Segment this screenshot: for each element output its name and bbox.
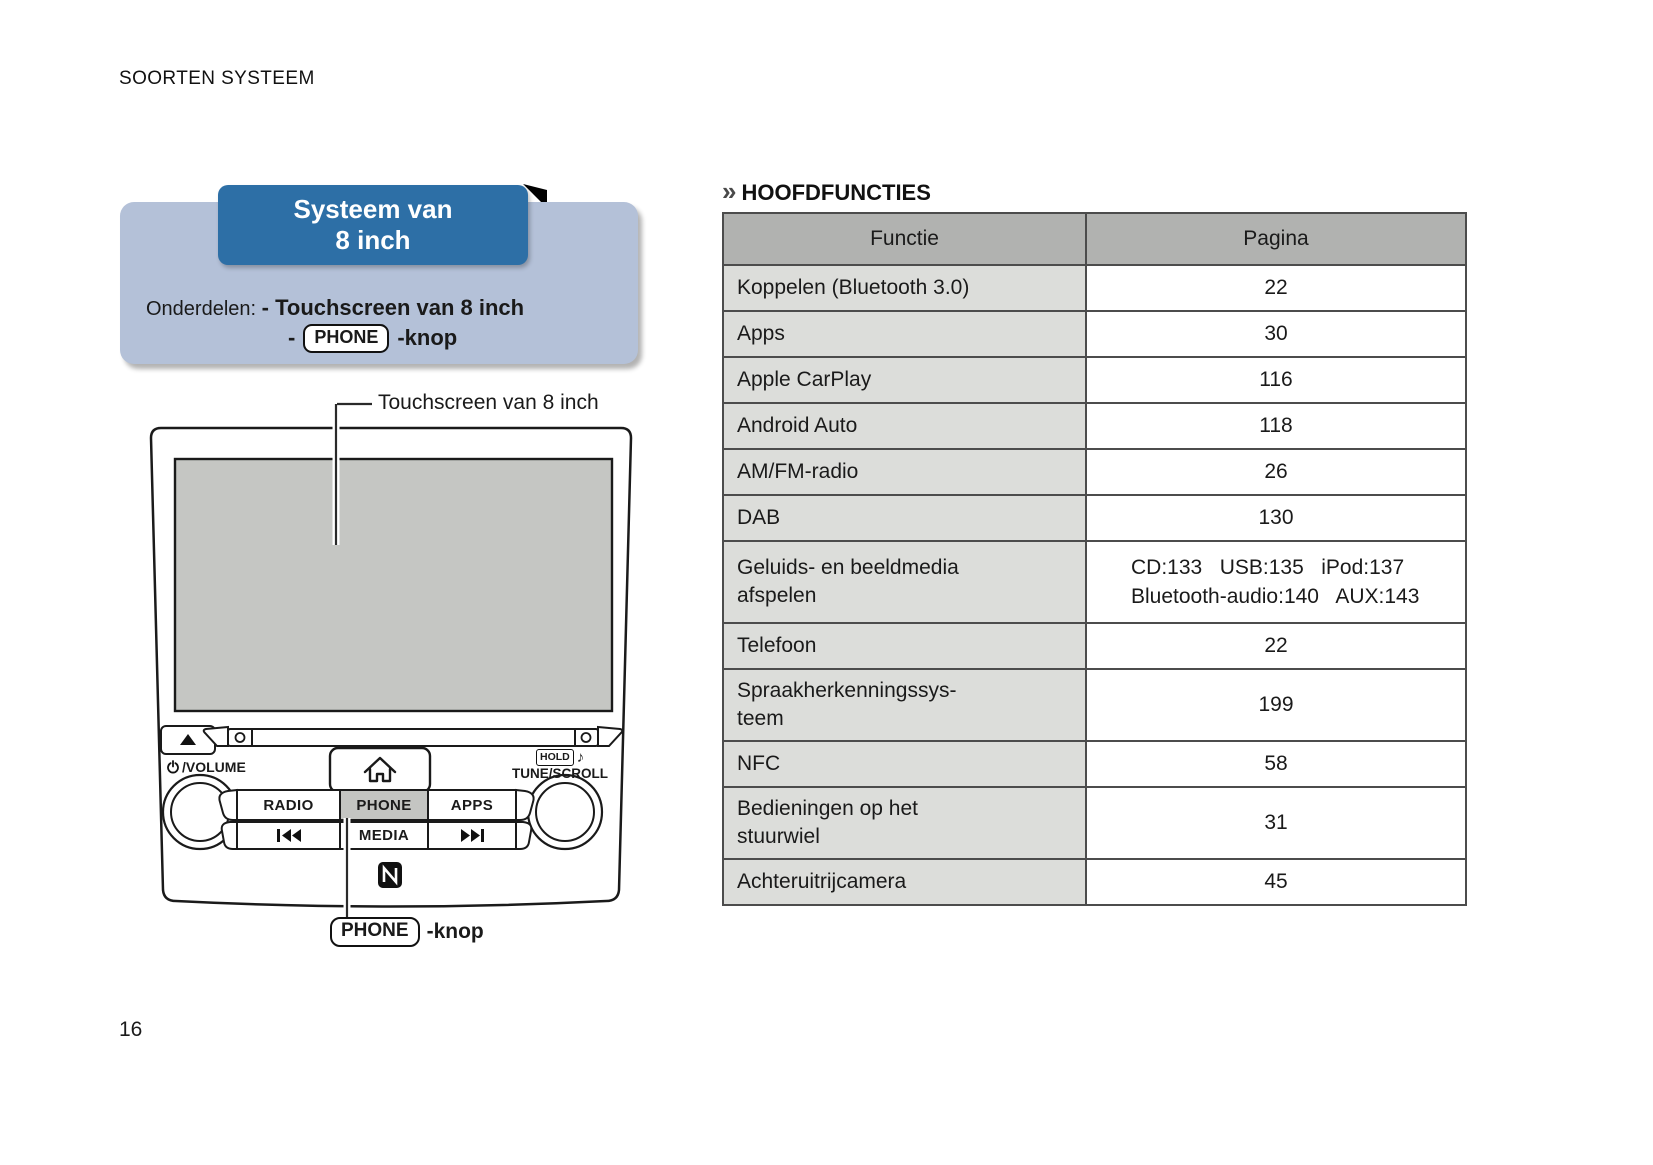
functie-cell: Telefoon bbox=[722, 622, 1087, 670]
functie-cell: NFC bbox=[722, 740, 1087, 788]
touchscreen bbox=[173, 457, 614, 713]
functie-cell: Bedieningen op het stuurwiel bbox=[722, 786, 1087, 860]
table-header-row: Functie Pagina bbox=[722, 212, 1467, 266]
button-row-bottom bbox=[220, 821, 533, 850]
functions-heading: » HOOFDFUNCTIES bbox=[722, 178, 931, 206]
volume-label-text: /VOLUME bbox=[182, 759, 246, 775]
table-row: Bedieningen op het stuurwiel 31 bbox=[722, 786, 1467, 860]
volume-knob bbox=[161, 773, 239, 851]
pagina-cell: 45 bbox=[1085, 858, 1467, 906]
system-title-line1: Systeem van bbox=[293, 193, 453, 224]
functie-cell: Apple CarPlay bbox=[722, 356, 1087, 404]
table-row: Apps 30 bbox=[722, 310, 1467, 358]
double-chevron-icon: » bbox=[722, 176, 737, 206]
column-header-pagina: Pagina bbox=[1085, 212, 1467, 266]
table-row: Achteruitrijcamera 45 bbox=[722, 858, 1467, 906]
functions-table: Functie Pagina Koppelen (Bluetooth 3.0) … bbox=[722, 212, 1467, 906]
phone-callout-suffix: -knop bbox=[426, 919, 484, 943]
disc-slot bbox=[202, 725, 624, 747]
table-row: Android Auto 118 bbox=[722, 402, 1467, 450]
functie-cell: Android Auto bbox=[722, 402, 1087, 450]
phone-callout-label: PHONE -knop bbox=[330, 917, 484, 947]
pagina-cell: 26 bbox=[1085, 448, 1467, 496]
nfc-logo-icon bbox=[378, 862, 402, 888]
table-row: Apple CarPlay 116 bbox=[722, 356, 1467, 404]
home-button bbox=[328, 746, 432, 794]
next-track-icon bbox=[461, 829, 484, 842]
functie-cell: Apps bbox=[722, 310, 1087, 358]
component-phone-dash: - bbox=[288, 325, 296, 351]
pagina-cell: 31 bbox=[1085, 786, 1467, 860]
system-title-box: Systeem van 8 inch bbox=[218, 185, 528, 265]
functie-cell: AM/FM-radio bbox=[722, 448, 1087, 496]
functions-heading-text: HOOFDFUNCTIES bbox=[741, 180, 931, 205]
touchscreen-callout-label: Touchscreen van 8 inch bbox=[378, 391, 599, 414]
component-phone-suffix: -knop bbox=[397, 325, 458, 351]
phone-key-badge: PHONE bbox=[303, 324, 390, 353]
pagina-cell: 116 bbox=[1085, 356, 1467, 404]
home-icon bbox=[363, 756, 397, 783]
media-button-label: MEDIA bbox=[358, 827, 410, 844]
pagina-cell: 58 bbox=[1085, 740, 1467, 788]
hold-indicator: HOLD ♪ bbox=[536, 749, 584, 766]
functie-cell: Koppelen (Bluetooth 3.0) bbox=[722, 264, 1087, 312]
table-row: Telefoon 22 bbox=[722, 622, 1467, 670]
phone-button-label: PHONE bbox=[356, 796, 412, 814]
table-row: Geluids- en beeldmedia afspelen CD:133 U… bbox=[722, 540, 1467, 624]
system-title-line2: 8 inch bbox=[335, 225, 411, 255]
eject-button bbox=[160, 725, 216, 755]
phone-button-shape bbox=[340, 790, 428, 820]
power-icon bbox=[167, 760, 179, 774]
device-illustration bbox=[149, 402, 633, 921]
functie-cell: Spraakherkenningssys- teem bbox=[722, 668, 1087, 742]
eject-icon bbox=[180, 734, 196, 745]
music-note-icon: ♪ bbox=[576, 749, 585, 766]
pagina-cell: 118 bbox=[1085, 402, 1467, 450]
functie-cell: Achteruitrijcamera bbox=[722, 858, 1087, 906]
phone-callout-badge: PHONE bbox=[330, 917, 420, 947]
table-row: AM/FM-radio 26 bbox=[722, 448, 1467, 496]
button-row-top bbox=[218, 788, 535, 821]
pagina-cell: 22 bbox=[1085, 264, 1467, 312]
component-touchscreen: - Touchscreen van 8 inch bbox=[261, 295, 525, 320]
functie-cell: DAB bbox=[722, 494, 1087, 542]
previous-track-icon bbox=[277, 829, 301, 842]
tune-scroll-label: TUNE/SCROLL bbox=[512, 766, 608, 781]
components-line: Onderdelen: - Touchscreen van 8 inch bbox=[146, 295, 524, 321]
table-row: Spraakherkenningssys- teem 199 bbox=[722, 668, 1467, 742]
page-number: 16 bbox=[119, 1018, 143, 1041]
component-phone-line: - PHONE -knop bbox=[288, 324, 457, 353]
hold-badge: HOLD bbox=[536, 749, 574, 766]
apps-button-label: APPS bbox=[450, 796, 494, 814]
pagina-cell: CD:133 USB:135 iPod:137 Bluetooth-audio:… bbox=[1085, 540, 1467, 624]
table-row: NFC 58 bbox=[722, 740, 1467, 788]
pagina-cell: 199 bbox=[1085, 668, 1467, 742]
volume-knob-label: /VOLUME bbox=[166, 759, 246, 775]
radio-button-label: RADIO bbox=[263, 796, 314, 814]
page-title: SOORTEN SYSTEEM bbox=[119, 68, 315, 89]
pagina-cell: 30 bbox=[1085, 310, 1467, 358]
table-row: DAB 130 bbox=[722, 494, 1467, 542]
tune-scroll-knob bbox=[526, 773, 604, 851]
functie-cell: Geluids- en beeldmedia afspelen bbox=[722, 540, 1087, 624]
pagina-cell: 22 bbox=[1085, 622, 1467, 670]
components-label: Onderdelen: bbox=[146, 298, 257, 320]
column-header-functie: Functie bbox=[722, 212, 1087, 266]
table-row: Koppelen (Bluetooth 3.0) 22 bbox=[722, 264, 1467, 312]
pagina-cell: 130 bbox=[1085, 494, 1467, 542]
